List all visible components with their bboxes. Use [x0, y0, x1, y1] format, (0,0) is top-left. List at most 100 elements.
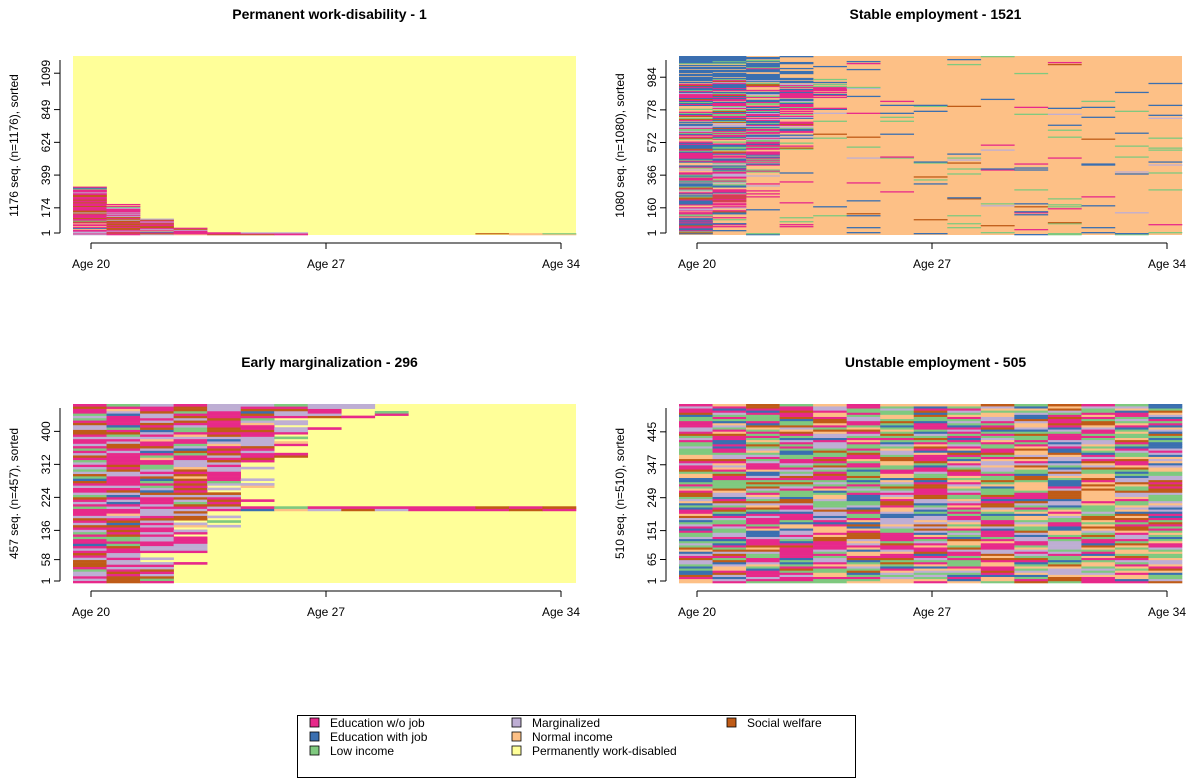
sequence-segment: [746, 536, 814, 540]
sequence-segment: [846, 490, 881, 493]
sequence-segment: [712, 60, 747, 63]
sequence-segment: [106, 231, 141, 233]
sequence-segment: [980, 505, 1015, 508]
sequence-segment: [746, 163, 780, 165]
sequence-segment: [913, 572, 982, 575]
legend-swatch: [309, 717, 320, 728]
sequence-segment: [779, 505, 814, 508]
sequence-segment: [1114, 110, 1149, 112]
sequence-segment: [746, 130, 780, 132]
sequence-segment: [712, 465, 747, 468]
sequence-segment: [508, 234, 577, 236]
sequence-segment: [813, 557, 847, 561]
sequence-segment: [173, 408, 208, 412]
sequence-segment: [1081, 538, 1149, 542]
sequence-segment: [980, 427, 1015, 430]
sequence-segment: [779, 101, 814, 104]
sequence-segment: [779, 130, 814, 132]
sequence-segment: [679, 490, 713, 493]
sequence-segment: [679, 561, 713, 565]
sequence-segment: [1148, 519, 1183, 523]
sequence-segment: [947, 105, 982, 108]
sequence-segment: [173, 510, 208, 514]
sequence-segment: [712, 500, 814, 504]
sequence-segment: [813, 517, 847, 521]
sequence-segment: [746, 115, 780, 117]
sequence-segment: [813, 431, 847, 434]
sequence-segment: [679, 193, 713, 195]
sequence-segment: [813, 427, 847, 430]
sequence-segment: [1047, 406, 1082, 409]
sequence-segment: [947, 467, 982, 470]
sequence-segment: [1047, 576, 1082, 580]
sequence-segment: [746, 446, 780, 449]
sequence-segment: [712, 194, 747, 196]
sequence-segment: [746, 234, 780, 236]
sequence-segment: [173, 478, 208, 482]
sequence-segment: [980, 526, 1015, 529]
sequence-segment: [947, 433, 982, 436]
sequence-segment: [1148, 82, 1183, 85]
sequence-segment: [1047, 433, 1082, 436]
sequence-segment: [1081, 545, 1116, 548]
sequence-segment: [712, 488, 747, 491]
sequence-segment: [140, 548, 208, 551]
sequence-segment: [746, 473, 780, 476]
sequence-segment: [712, 408, 747, 411]
sequence-segment: [140, 480, 174, 484]
sequence-segment: [1148, 494, 1183, 497]
sequence-segment: [207, 417, 241, 421]
sequence-segment: [1114, 524, 1183, 527]
sequence-segment: [746, 112, 780, 114]
sequence-segment: [880, 542, 915, 546]
sequence-segment: [73, 422, 107, 426]
sequence-segment: [980, 410, 1049, 413]
sequence-segment: [746, 496, 780, 500]
sequence-segment: [813, 78, 847, 81]
sequence-segment: [746, 120, 780, 122]
sequence-segment: [140, 469, 174, 472]
y-tick-label: 366: [645, 165, 659, 185]
sequence-segment: [813, 515, 847, 519]
sequence-segment: [712, 127, 747, 129]
sequence-segment: [880, 439, 948, 443]
sequence-segment: [980, 144, 1015, 146]
sequence-segment: [779, 406, 814, 409]
sequence-segment: [106, 569, 141, 572]
sequence-segment: [207, 445, 241, 449]
sequence-segment: [106, 227, 141, 229]
sequence-segment: [846, 465, 881, 468]
sequence-segment: [1148, 481, 1183, 485]
sequence-segment: [712, 219, 747, 221]
sequence-segment: [679, 227, 713, 229]
sequence-segment: [947, 502, 982, 506]
sequence-segment: [746, 134, 814, 136]
sequence-segment: [679, 131, 713, 133]
sequence-segment: [140, 490, 174, 493]
sequence-segment: [1014, 564, 1049, 567]
sequence-segment: [1014, 553, 1049, 556]
sequence-segment: [712, 180, 747, 182]
sequence-segment: [679, 416, 713, 420]
sequence-segment: [679, 172, 747, 174]
sequence-segment: [173, 499, 208, 502]
sequence-segment: [846, 439, 881, 443]
sequence-segment: [1114, 566, 1149, 569]
sequence-segment: [712, 574, 747, 577]
sequence-segment: [106, 406, 174, 409]
sequence-segment: [1047, 515, 1082, 519]
sequence-segment: [73, 231, 107, 233]
x-tick-label: Age 20: [678, 605, 716, 619]
sequence-segment: [813, 420, 847, 424]
sequence-segment: [106, 578, 141, 581]
sequence-segment: [980, 467, 1015, 470]
sequence-segment: [73, 441, 107, 444]
sequence-segment: [913, 505, 948, 508]
sequence-segment: [846, 477, 881, 481]
sequence-segment: [679, 98, 713, 101]
sequence-segment: [746, 513, 814, 516]
sequence-segment: [207, 459, 241, 463]
sequence-segment: [1114, 555, 1149, 559]
sequence-segment: [813, 412, 847, 415]
sequence-segment: [173, 233, 309, 235]
